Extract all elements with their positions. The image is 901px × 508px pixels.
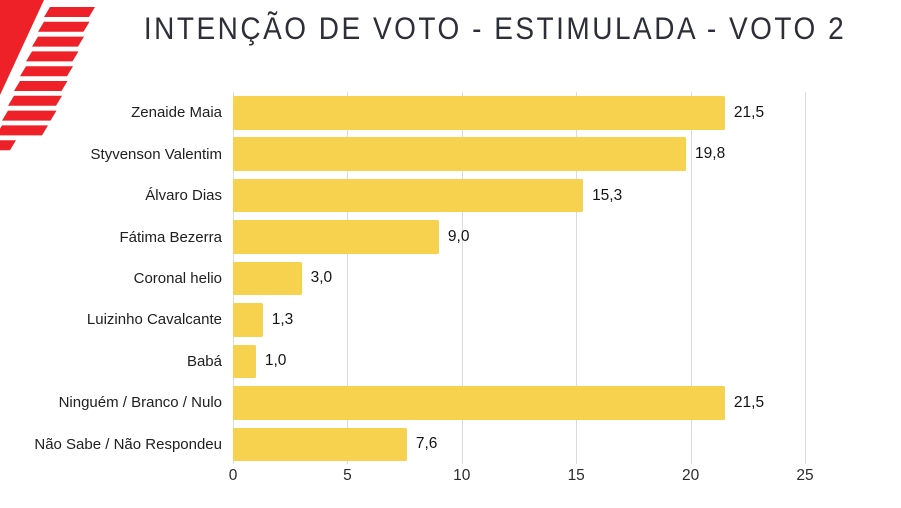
x-tick-label: 10 [453, 467, 471, 484]
value-label: 15,3 [592, 186, 623, 204]
gridline [461, 92, 463, 464]
value-label: 19,8 [695, 145, 726, 163]
value-label: 21,5 [733, 393, 765, 411]
chart-row: Styvenson Valentim 19,8 [0, 133, 901, 174]
bar [233, 386, 725, 420]
value-label: 7,6 [415, 435, 438, 453]
gridline [576, 92, 578, 464]
x-tick-label: 5 [343, 467, 352, 484]
page-title: INTENÇÃO DE VOTO - ESTIMULADA - VOTO 2 [143, 11, 847, 46]
chart-row: Coronal helio 3,0 [0, 258, 901, 299]
chart-row: Babá 1,0 [0, 341, 901, 382]
chart-row: Não Sabe / Não Respondeu 7,6 [0, 424, 901, 465]
value-label: 21,5 [733, 103, 765, 121]
category-label: Luizinho Cavalcante [86, 311, 222, 329]
bar [233, 220, 439, 254]
category-label: Babá [186, 352, 222, 370]
value-label: 9,0 [447, 228, 470, 245]
chart-row: Ninguém / Branco / Nulo 21,5 [0, 382, 901, 423]
bar [233, 261, 302, 296]
value-label: 1,0 [264, 352, 287, 370]
category-label: Não Sabe / Não Respondeu [34, 435, 222, 453]
bar [233, 427, 407, 462]
gridline [690, 92, 692, 464]
category-label: Álvaro Dias [145, 187, 222, 205]
bar [233, 137, 687, 171]
value-label: 3,0 [310, 269, 333, 287]
gridline [347, 92, 349, 464]
category-label: Zenaide Maia [131, 104, 222, 122]
gridline [805, 92, 806, 464]
x-tick-label: 15 [567, 467, 585, 484]
x-tick-label: 25 [796, 467, 814, 484]
chart-row: Luizinho Cavalcante 1,3 [0, 299, 901, 340]
bar [233, 344, 256, 379]
bar [233, 178, 584, 213]
chart-row: Fátima Bezerra 9,0 [0, 216, 901, 257]
bar [233, 96, 725, 130]
chart-row: Zenaide Maia 21,5 [0, 92, 901, 133]
red-stripes-logo-icon [0, 0, 95, 151]
x-tick-label: 20 [681, 467, 700, 484]
category-label: Coronal helio [133, 269, 222, 287]
x-tick-label: 0 [228, 467, 238, 484]
bar [233, 303, 263, 337]
chart-rows: Zenaide Maia 21,5 Styvenson Valentim 19,8 Ál… [0, 92, 901, 465]
category-label: Styvenson Valentim [90, 145, 222, 163]
value-label: 1,3 [271, 310, 294, 328]
category-label: Ninguém / Branco / Nulo [58, 394, 222, 412]
chart-row: Álvaro Dias 15,3 [0, 175, 901, 216]
category-label: Fátima Bezerra [119, 228, 222, 246]
